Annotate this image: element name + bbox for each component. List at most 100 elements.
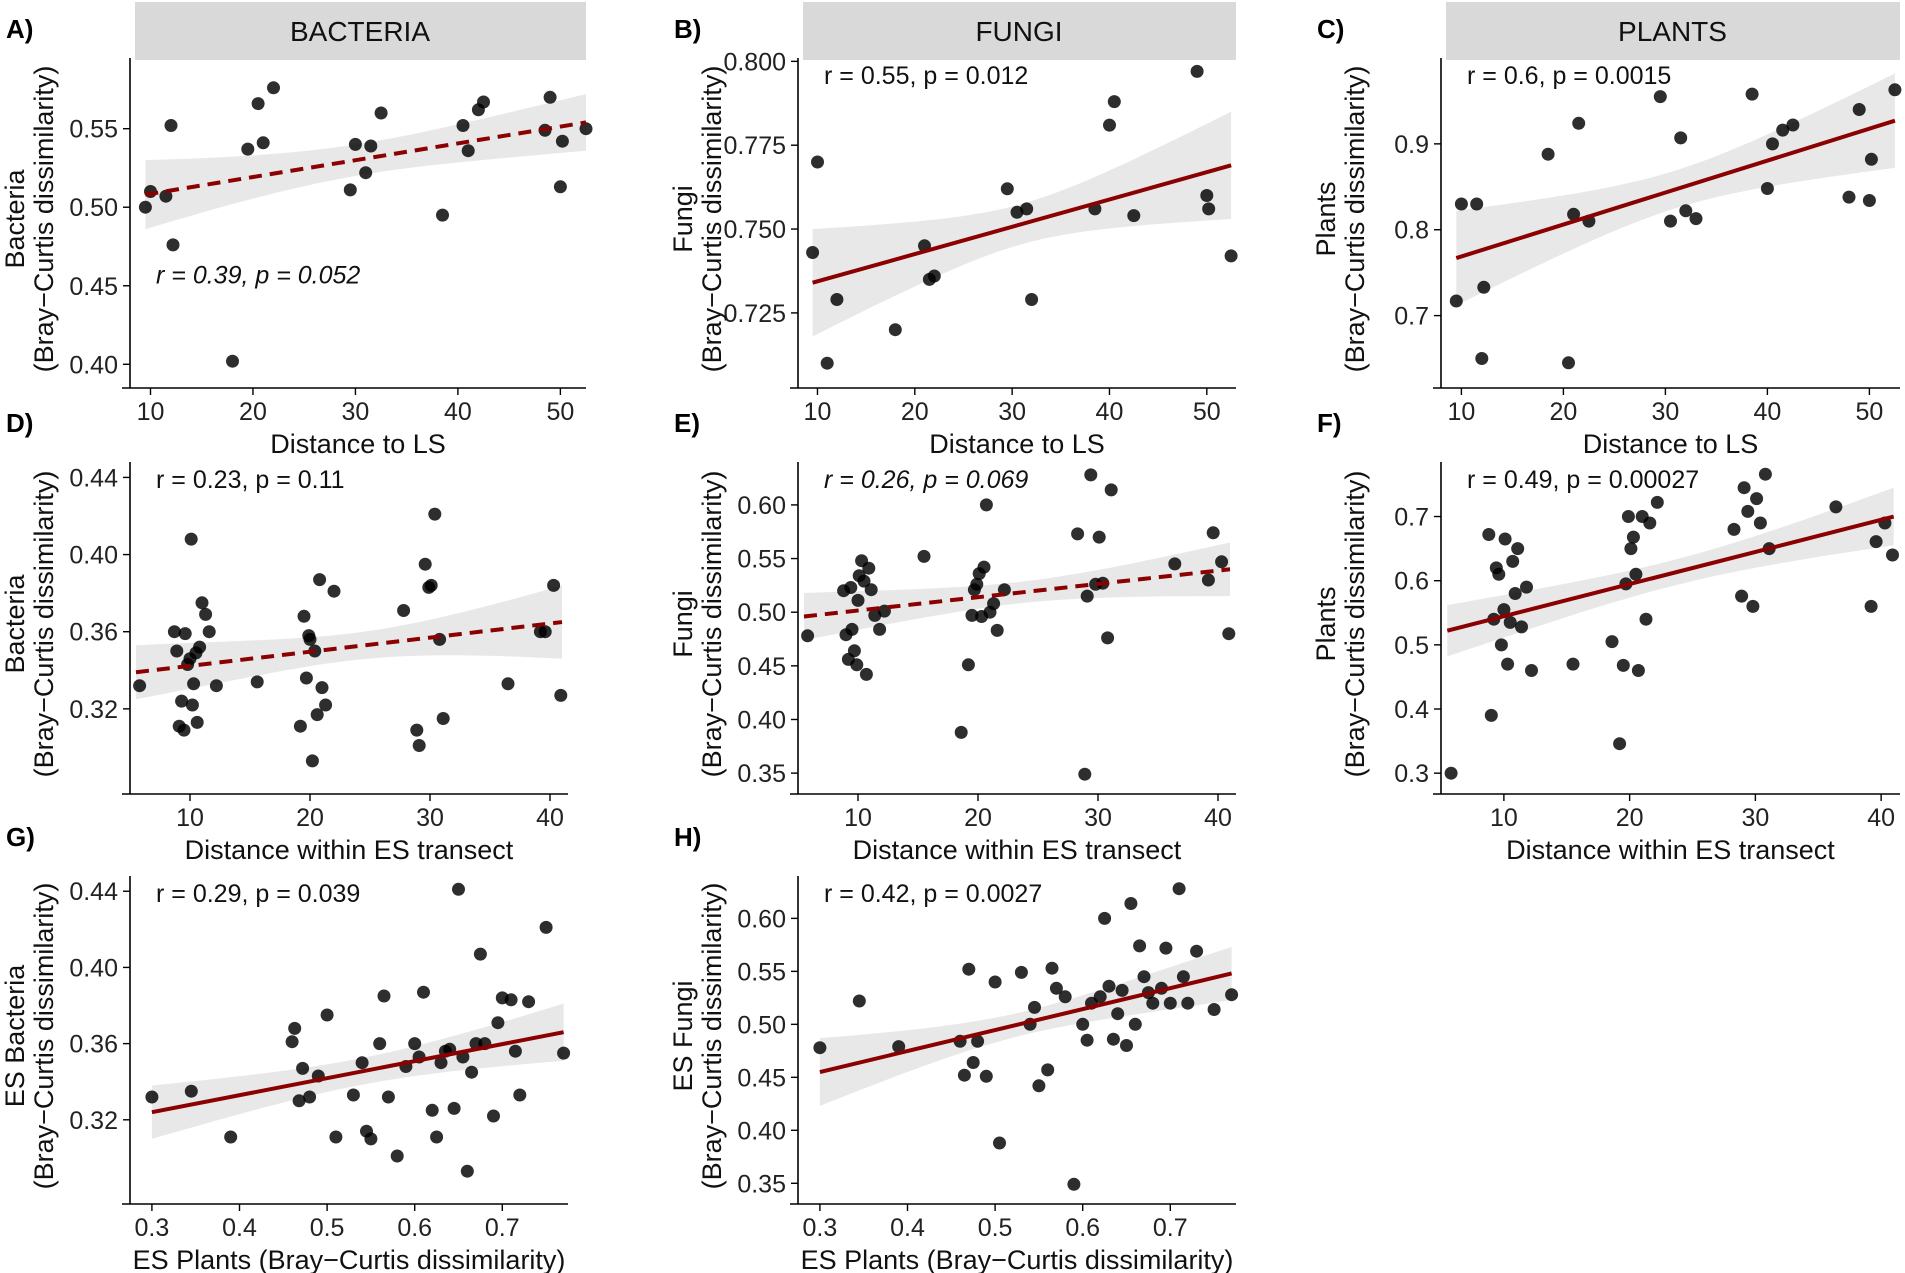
data-point bbox=[806, 246, 820, 259]
y-tick-label: 0.40 bbox=[69, 954, 118, 982]
data-point bbox=[954, 725, 968, 739]
y-axis-title: ES Fungi(Bray−Curtis dissimilarity) bbox=[668, 883, 727, 1190]
data-point bbox=[1541, 147, 1555, 161]
data-point bbox=[1760, 182, 1774, 195]
y-tick-label: 0.7 bbox=[1394, 303, 1429, 331]
data-point bbox=[305, 754, 319, 768]
y-axis-title-line1: ES Bacteria bbox=[0, 964, 30, 1108]
data-point bbox=[1776, 123, 1790, 137]
x-tick-label: 0.4 bbox=[890, 1214, 925, 1242]
data-point bbox=[1494, 638, 1508, 652]
data-point bbox=[297, 609, 311, 623]
panel-h: H) 0.35 0.40 0.45 0.50 0.55 0.60 0.3 0.4 0.5 0.6 0.… bbox=[668, 822, 1239, 1273]
data-point bbox=[543, 90, 557, 104]
data-point bbox=[267, 81, 280, 95]
data-point bbox=[303, 1090, 317, 1104]
data-point bbox=[1613, 737, 1627, 751]
data-point bbox=[190, 715, 204, 729]
stats-annotation: r = 0.39, p = 0.052 bbox=[156, 261, 360, 289]
data-point bbox=[1605, 635, 1619, 649]
y-tick-label: 0.45 bbox=[737, 653, 786, 681]
data-point bbox=[847, 644, 861, 658]
data-point bbox=[1168, 557, 1182, 571]
data-point bbox=[811, 155, 824, 169]
x-tick-label: 0.6 bbox=[1065, 1214, 1100, 1242]
y-tick-label: 0.50 bbox=[69, 194, 118, 222]
data-point bbox=[1128, 1017, 1142, 1031]
x-axis-title: ES Plants (Bray−Curtis dissimilarity) bbox=[133, 1245, 566, 1273]
data-point bbox=[971, 1034, 985, 1048]
y-tick-label: 0.32 bbox=[69, 1107, 118, 1135]
strip-label: BACTERIA bbox=[290, 16, 430, 47]
data-point bbox=[988, 975, 1002, 989]
x-tick-label: 40 bbox=[536, 804, 564, 832]
x-tick-label: 30 bbox=[342, 398, 370, 426]
data-point bbox=[979, 498, 993, 512]
data-point bbox=[364, 139, 378, 153]
confidence-band bbox=[136, 585, 562, 700]
data-point bbox=[447, 1101, 461, 1115]
data-point bbox=[813, 1041, 827, 1055]
data-point bbox=[538, 625, 552, 639]
data-point bbox=[1104, 483, 1118, 497]
data-point bbox=[477, 95, 490, 109]
data-point bbox=[961, 658, 975, 672]
data-point bbox=[175, 694, 189, 708]
data-point bbox=[1737, 481, 1751, 495]
data-point bbox=[381, 1090, 395, 1104]
y-tick-label: 0.800 bbox=[723, 48, 786, 76]
data-point bbox=[1078, 767, 1092, 781]
y-axis-title: Fungi(Bray−Curtis dissimilarity) bbox=[668, 66, 727, 373]
data-point bbox=[1515, 620, 1528, 634]
data-point bbox=[1566, 657, 1580, 671]
data-point bbox=[1498, 532, 1512, 546]
stats-annotation: r = 0.23, p = 0.11 bbox=[156, 466, 345, 494]
x-tick-label: 0.4 bbox=[222, 1214, 257, 1242]
x-tick-label: 20 bbox=[239, 398, 267, 426]
data-point bbox=[185, 698, 199, 712]
y-tick-label: 0.55 bbox=[737, 546, 786, 574]
data-point bbox=[178, 627, 192, 641]
y-tick-label: 0.5 bbox=[1394, 632, 1429, 660]
data-point bbox=[1093, 990, 1107, 1004]
data-point bbox=[513, 1088, 527, 1102]
data-point bbox=[346, 1088, 360, 1102]
data-point bbox=[226, 354, 239, 368]
data-point bbox=[373, 1037, 387, 1051]
data-point bbox=[1511, 542, 1525, 556]
data-point bbox=[977, 560, 991, 574]
data-point bbox=[251, 97, 265, 111]
data-point bbox=[1028, 1000, 1041, 1014]
data-point bbox=[957, 1068, 971, 1082]
data-point bbox=[138, 200, 152, 214]
data-point bbox=[299, 671, 313, 685]
data-point bbox=[1206, 526, 1220, 540]
data-point bbox=[1869, 535, 1883, 549]
data-point bbox=[1745, 87, 1759, 101]
y-tick-label: 0.9 bbox=[1394, 131, 1429, 159]
strip-label: FUNGI bbox=[975, 16, 1062, 47]
data-point bbox=[436, 712, 450, 725]
data-point bbox=[1650, 495, 1664, 509]
data-point bbox=[1864, 152, 1878, 166]
data-point bbox=[1746, 599, 1760, 613]
x-tick-label: 10 bbox=[1447, 398, 1475, 426]
data-point bbox=[436, 208, 449, 222]
data-point bbox=[256, 136, 270, 150]
data-point bbox=[859, 667, 873, 681]
y-axis-title-line2: (Bray−Curtis dissimilarity) bbox=[697, 883, 727, 1190]
data-point bbox=[987, 597, 1001, 611]
x-tick-label: 50 bbox=[1193, 398, 1221, 426]
x-tick-label: 30 bbox=[416, 804, 444, 832]
data-point bbox=[241, 142, 255, 156]
data-point bbox=[1689, 212, 1703, 226]
data-point bbox=[1786, 118, 1800, 132]
y-tick-label: 0.40 bbox=[69, 351, 118, 379]
y-axis-title-line2: (Bray−Curtis dissimilarity) bbox=[1340, 471, 1370, 778]
y-tick-label: 0.6 bbox=[1394, 568, 1429, 596]
y-tick-label: 0.40 bbox=[737, 706, 786, 734]
data-point bbox=[209, 679, 223, 693]
data-point bbox=[452, 882, 465, 896]
x-tick-label: 10 bbox=[844, 804, 872, 832]
y-tick-label: 0.3 bbox=[1394, 760, 1429, 788]
